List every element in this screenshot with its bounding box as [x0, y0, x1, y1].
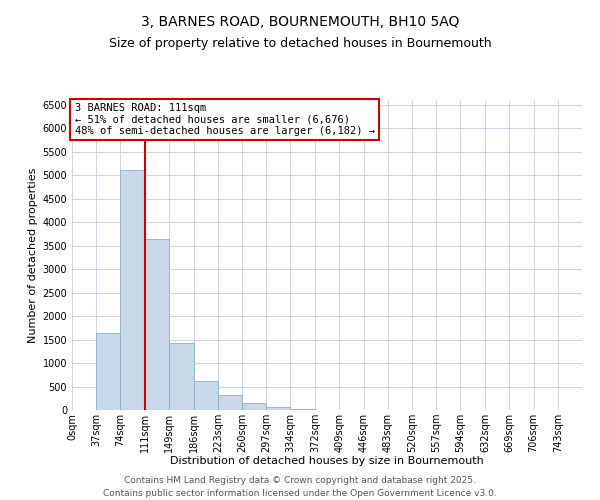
Bar [96, 332, 121, 410]
Text: Contains public sector information licensed under the Open Government Licence v3: Contains public sector information licen… [103, 489, 497, 498]
Bar [266, 408, 290, 410]
Text: 3, BARNES ROAD, BOURNEMOUTH, BH10 5AQ: 3, BARNES ROAD, BOURNEMOUTH, BH10 5AQ [141, 15, 459, 29]
Bar [218, 395, 242, 410]
Bar [169, 343, 194, 410]
Text: Size of property relative to detached houses in Bournemouth: Size of property relative to detached ho… [109, 38, 491, 51]
Bar [145, 238, 169, 410]
Bar [121, 170, 145, 410]
X-axis label: Distribution of detached houses by size in Bournemouth: Distribution of detached houses by size … [170, 456, 484, 466]
Text: Contains HM Land Registry data © Crown copyright and database right 2025.: Contains HM Land Registry data © Crown c… [124, 476, 476, 485]
Bar [194, 381, 218, 410]
Bar [242, 403, 266, 410]
Y-axis label: Number of detached properties: Number of detached properties [28, 168, 38, 342]
Text: 3 BARNES ROAD: 111sqm
← 51% of detached houses are smaller (6,676)
48% of semi-d: 3 BARNES ROAD: 111sqm ← 51% of detached … [74, 103, 374, 136]
